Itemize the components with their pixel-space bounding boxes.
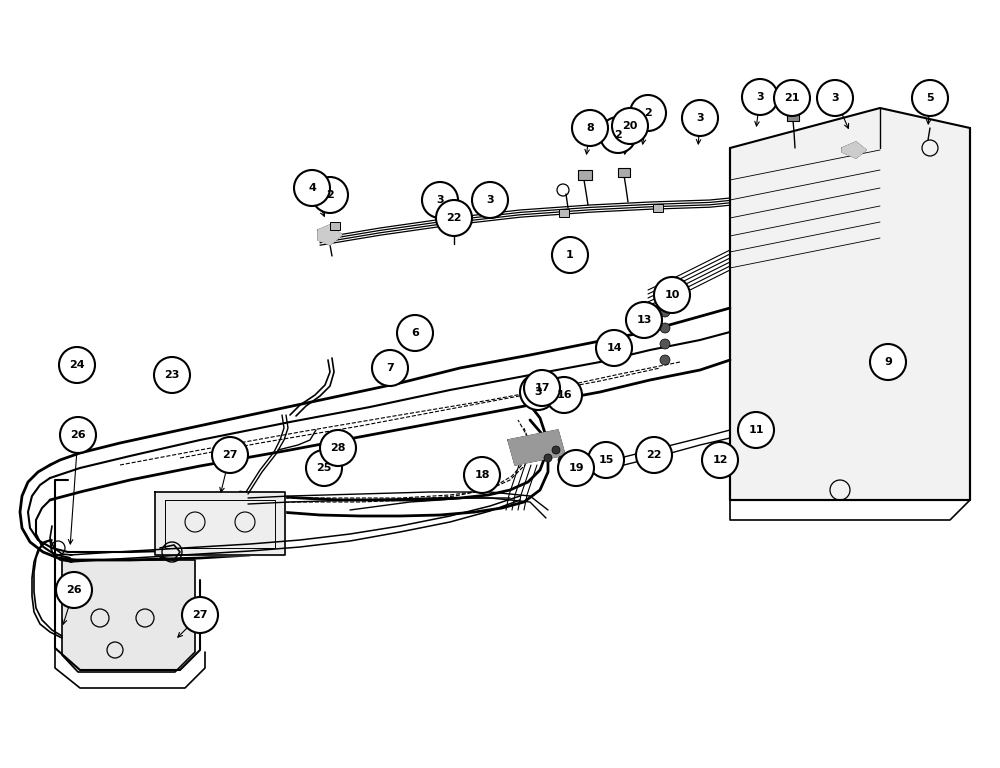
Text: 22: 22 — [446, 213, 462, 223]
Polygon shape — [62, 560, 195, 672]
Text: 17: 17 — [534, 383, 550, 393]
Circle shape — [912, 80, 948, 116]
Circle shape — [56, 572, 92, 608]
Text: 2: 2 — [644, 108, 652, 118]
Text: 23: 23 — [164, 370, 180, 380]
Circle shape — [660, 323, 670, 333]
Circle shape — [588, 442, 624, 478]
Bar — [450, 216, 460, 224]
Text: 16: 16 — [556, 390, 572, 400]
Bar — [618, 168, 630, 177]
Circle shape — [742, 79, 778, 115]
Text: 3: 3 — [486, 195, 494, 205]
Circle shape — [552, 237, 588, 273]
Circle shape — [636, 437, 672, 473]
Circle shape — [660, 339, 670, 349]
Circle shape — [572, 110, 608, 146]
Bar — [787, 112, 799, 121]
Circle shape — [546, 377, 582, 413]
Polygon shape — [508, 430, 565, 465]
Text: 3: 3 — [534, 387, 542, 397]
Circle shape — [306, 450, 342, 486]
Circle shape — [372, 350, 408, 386]
Circle shape — [596, 330, 632, 366]
Text: 11: 11 — [748, 425, 764, 435]
Circle shape — [294, 170, 330, 206]
Text: 4: 4 — [308, 183, 316, 193]
Text: 19: 19 — [568, 463, 584, 473]
Text: 8: 8 — [586, 123, 594, 133]
Text: 3: 3 — [831, 93, 839, 103]
Text: 13: 13 — [636, 315, 652, 325]
Polygon shape — [442, 219, 466, 233]
Text: 6: 6 — [411, 328, 419, 338]
Text: 24: 24 — [69, 360, 85, 370]
Text: 5: 5 — [926, 93, 934, 103]
Text: 25: 25 — [316, 463, 332, 473]
Text: 2: 2 — [326, 190, 334, 200]
Text: 26: 26 — [66, 585, 82, 595]
Text: 21: 21 — [784, 93, 800, 103]
Circle shape — [552, 446, 560, 454]
Polygon shape — [842, 142, 866, 158]
Circle shape — [654, 277, 690, 313]
Bar — [559, 209, 569, 217]
Circle shape — [524, 370, 560, 406]
Text: 22: 22 — [646, 450, 662, 460]
Polygon shape — [730, 108, 970, 500]
Circle shape — [60, 417, 96, 453]
Circle shape — [544, 454, 552, 462]
Text: 15: 15 — [598, 455, 614, 465]
Circle shape — [612, 108, 648, 144]
Text: 3: 3 — [696, 113, 704, 123]
Text: 26: 26 — [70, 430, 86, 440]
Text: 3: 3 — [436, 195, 444, 205]
Circle shape — [397, 315, 433, 351]
Bar — [653, 204, 663, 212]
Circle shape — [626, 302, 662, 338]
Circle shape — [660, 307, 670, 317]
Polygon shape — [155, 492, 285, 555]
Text: 1: 1 — [566, 250, 574, 260]
Bar — [578, 170, 592, 180]
Text: 12: 12 — [712, 455, 728, 465]
Circle shape — [154, 357, 190, 393]
Circle shape — [312, 177, 348, 213]
Circle shape — [436, 200, 472, 236]
Text: 18: 18 — [474, 470, 490, 480]
Circle shape — [774, 80, 810, 116]
Polygon shape — [318, 225, 342, 245]
Circle shape — [558, 450, 594, 486]
Circle shape — [59, 347, 95, 383]
Circle shape — [870, 344, 906, 380]
Circle shape — [320, 430, 356, 466]
Text: 14: 14 — [606, 343, 622, 353]
Circle shape — [472, 182, 508, 218]
Text: 20: 20 — [622, 121, 638, 131]
Circle shape — [630, 95, 666, 131]
Circle shape — [422, 182, 458, 218]
Text: 27: 27 — [192, 610, 208, 620]
Text: 10: 10 — [664, 290, 680, 300]
Circle shape — [464, 457, 500, 493]
Circle shape — [212, 437, 248, 473]
Text: 9: 9 — [884, 357, 892, 367]
Circle shape — [600, 117, 636, 153]
Text: 28: 28 — [330, 443, 346, 453]
Text: 2: 2 — [614, 130, 622, 140]
Circle shape — [817, 80, 853, 116]
Circle shape — [182, 597, 218, 633]
Text: 3: 3 — [756, 92, 764, 102]
Text: 27: 27 — [222, 450, 238, 460]
Circle shape — [702, 442, 738, 478]
Circle shape — [738, 412, 774, 448]
Circle shape — [520, 374, 556, 410]
Circle shape — [558, 456, 566, 464]
Text: 7: 7 — [386, 363, 394, 373]
Circle shape — [660, 290, 670, 300]
Circle shape — [660, 355, 670, 365]
Circle shape — [682, 100, 718, 136]
Bar — [330, 222, 340, 230]
